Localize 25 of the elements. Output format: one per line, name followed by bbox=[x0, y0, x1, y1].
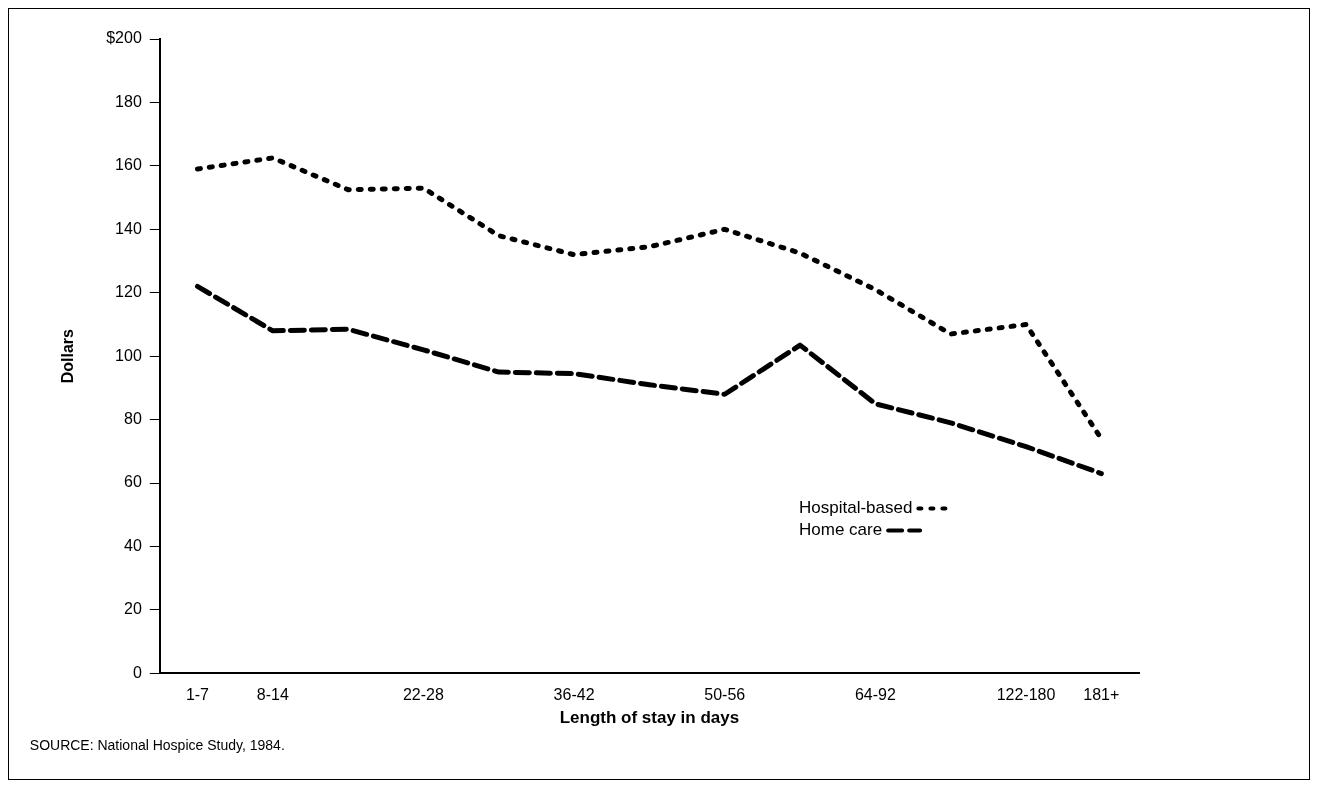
y-tick-label: 120 bbox=[115, 283, 142, 301]
y-tick-label: 80 bbox=[124, 410, 142, 428]
y-tick-label: 20 bbox=[124, 600, 142, 618]
y-tick-label: 60 bbox=[124, 473, 142, 491]
y-tick-label: 100 bbox=[115, 346, 142, 364]
x-tick-label: 50-56 bbox=[704, 686, 746, 704]
y-tick-label: 0 bbox=[132, 663, 142, 681]
y-tick-label: 160 bbox=[115, 156, 142, 174]
legend-label: Home care bbox=[799, 520, 883, 540]
x-axis-title: Length of stay in days bbox=[559, 708, 740, 728]
x-tick-label: 8-14 bbox=[256, 686, 289, 704]
y-tick-label: 140 bbox=[115, 219, 142, 237]
x-tick-label: 181+ bbox=[1083, 686, 1120, 704]
x-tick-label: 64-92 bbox=[854, 686, 896, 704]
y-axis-title: Dollars bbox=[59, 328, 77, 384]
x-tick-label: 1-7 bbox=[185, 686, 210, 704]
source-note: SOURCE: National Hospice Study, 1984. bbox=[29, 736, 285, 753]
x-tick-label: 36-42 bbox=[553, 686, 595, 704]
x-tick-label: 122-180 bbox=[996, 686, 1056, 704]
x-tick-label: 22-28 bbox=[402, 686, 444, 704]
y-tick-label: 40 bbox=[124, 536, 142, 554]
y-tick-label: 180 bbox=[115, 92, 142, 110]
y-tick-label: $200 bbox=[106, 29, 142, 47]
frame: Length of stay in days Dollars 1-7 8-14 22-28 36-42 50-56 64-92 122-180 181+ 0 20 40 60 80 100 120 140 160 180 $200 Hospital-based Home care SOURCE: National Hospice Study, 1984. bbox=[8, 8, 1310, 780]
legend-label: Hospital-based bbox=[799, 498, 913, 518]
